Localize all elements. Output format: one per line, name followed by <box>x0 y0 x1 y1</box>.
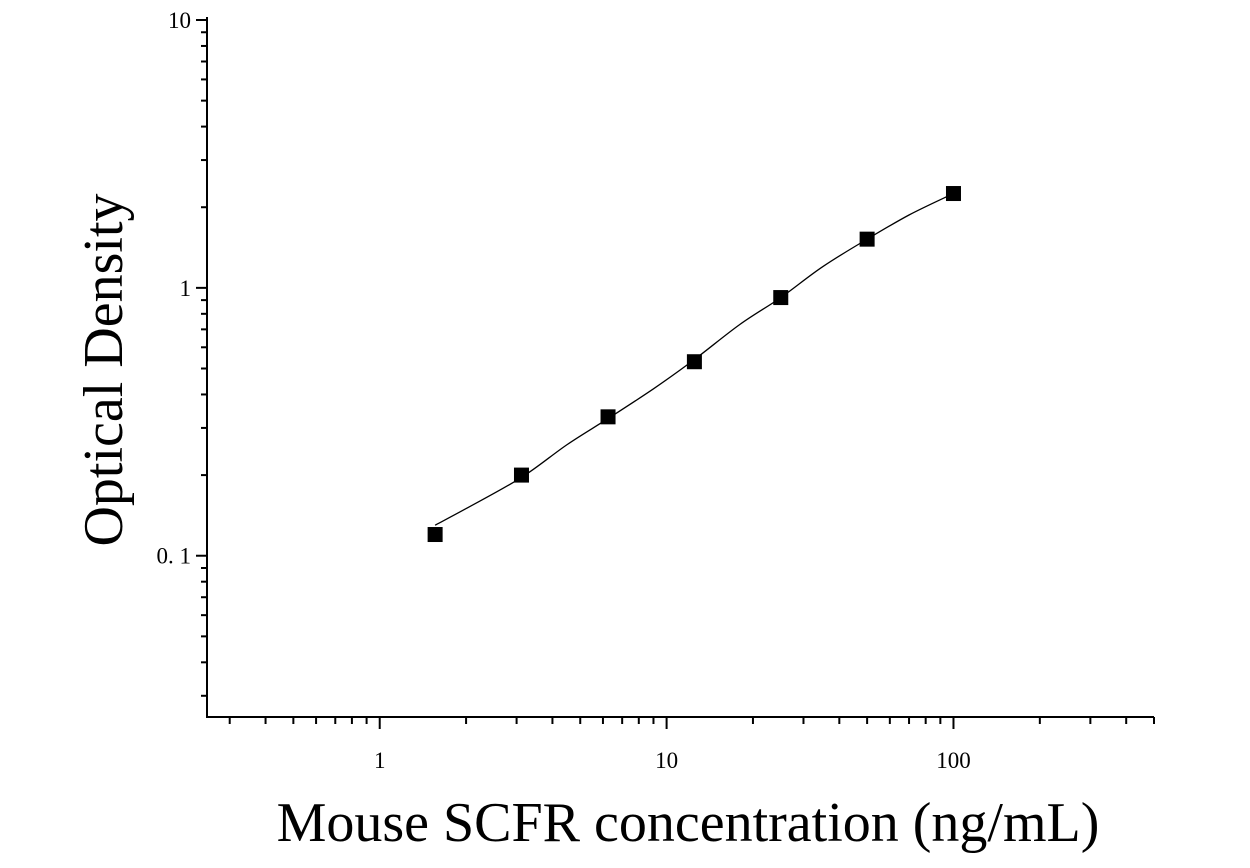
data-point <box>513 467 529 483</box>
x-tick-label: 1 <box>374 748 386 773</box>
x-axis-label: Mouse SCFR concentration (ng/mL) <box>277 792 1100 854</box>
x-axis-ticks: 1 10 100 <box>228 717 1155 773</box>
data-point <box>600 409 616 425</box>
y-axis-ticks: 0. 1 1 10 <box>157 8 207 697</box>
y-tick-label: 1 <box>180 276 192 301</box>
y-axis-label: Optical Density <box>73 193 135 546</box>
y-tick-label: 10 <box>168 8 191 33</box>
data-point <box>686 354 702 370</box>
y-tick-label: 0. 1 <box>157 544 192 569</box>
x-tick-label: 100 <box>936 748 971 773</box>
plot-area <box>427 186 961 543</box>
x-tick-label: 10 <box>655 748 678 773</box>
data-point <box>859 231 875 247</box>
data-point <box>945 186 961 202</box>
data-point <box>427 527 443 543</box>
axes: 1 10 100 0. 1 1 10 <box>157 8 1155 773</box>
data-point <box>773 290 789 306</box>
